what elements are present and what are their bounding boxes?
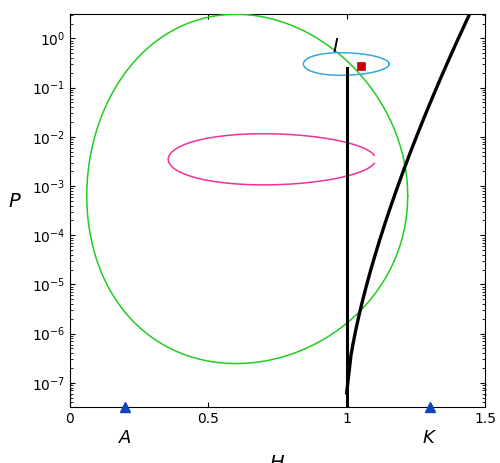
- Y-axis label: $\mathit{P}$: $\mathit{P}$: [8, 192, 22, 211]
- Text: $K$: $K$: [422, 429, 437, 447]
- Text: ⋮: ⋮: [478, 383, 492, 398]
- Text: $A$: $A$: [118, 429, 132, 447]
- Text: ⋮: ⋮: [62, 383, 78, 398]
- Text: $\mathit{I}$: $\mathit{I}$: [332, 38, 339, 56]
- X-axis label: $\mathit{H}$: $\mathit{H}$: [270, 454, 285, 463]
